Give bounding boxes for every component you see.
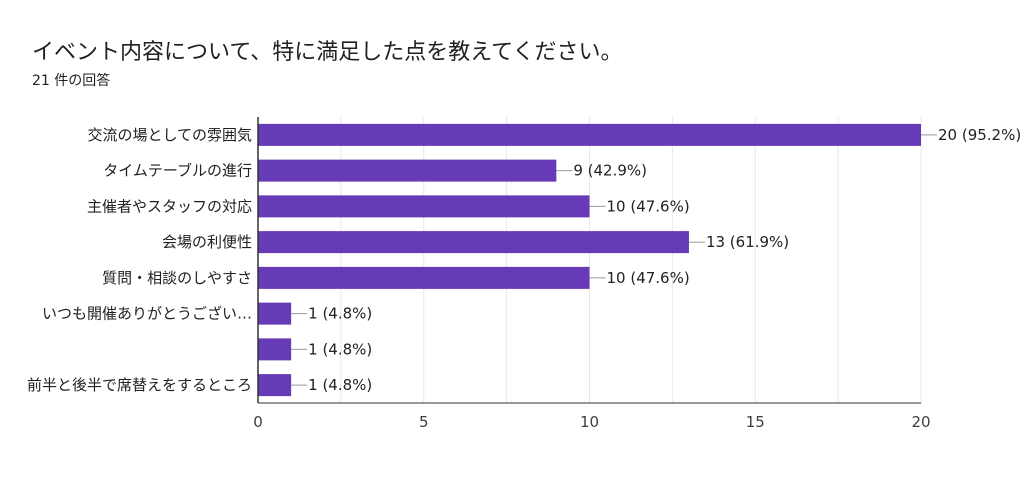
x-tick-label: 20 xyxy=(911,413,930,431)
category-label: タイムテーブルの進行 xyxy=(103,162,252,180)
bar xyxy=(258,374,292,397)
data-label: 1 (4.8%) xyxy=(308,305,372,323)
data-label: 20 (95.2%) xyxy=(938,126,1021,144)
category-label: 会場の利便性 xyxy=(162,233,252,251)
data-label: 9 (42.9%) xyxy=(573,162,647,180)
category-label: 交流の場としての雰囲気 xyxy=(87,126,252,144)
category-label: 質問・相談のしやすさ xyxy=(102,269,252,287)
data-label: 1 (4.8%) xyxy=(308,376,372,394)
labels: 0 5 10 15 20 20 (95.2%) 交流の場としての雰囲気 9 (42.9%) タイ… xyxy=(27,126,1021,431)
data-label: 10 (47.6%) xyxy=(607,269,690,287)
x-tick-label: 5 xyxy=(419,413,429,431)
x-tick-label: 10 xyxy=(580,413,599,431)
category-label: いつも開催ありがとうござい… xyxy=(42,305,252,323)
axes xyxy=(257,117,921,404)
chart-title: イベント内容について、特に満足した点を教えてください。 xyxy=(32,40,623,65)
bars xyxy=(258,123,937,397)
bar xyxy=(258,123,921,146)
category-label: 前半と後半で席替えをするところ xyxy=(27,376,252,394)
bar xyxy=(258,266,590,289)
bar xyxy=(258,195,590,218)
x-tick-label: 15 xyxy=(746,413,765,431)
bar xyxy=(258,338,292,361)
data-label: 1 (4.8%) xyxy=(308,340,372,358)
x-tick-label: 0 xyxy=(253,413,263,431)
data-label: 13 (61.9%) xyxy=(706,233,789,251)
bar xyxy=(258,302,292,325)
response-count: 21 件の回答 xyxy=(32,73,111,89)
data-label: 10 (47.6%) xyxy=(607,197,690,215)
bar xyxy=(258,159,557,182)
bar xyxy=(258,231,689,254)
category-label: 主催者やスタッフの対応 xyxy=(87,197,252,215)
